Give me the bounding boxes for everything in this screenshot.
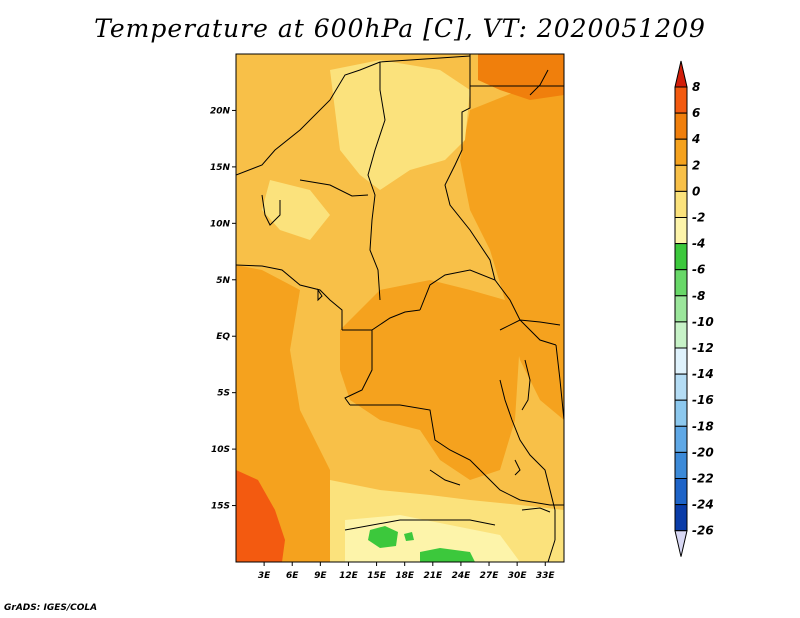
x-axis: 3E 6E 9E 12E 15E 18E 21E 24E 27E 30E 33E [258,562,556,581]
colorbar-bottom-arrow [674,530,688,557]
colorbar-label: 6 [692,106,700,120]
temperature-field [236,54,564,562]
y-tick-label: EQ [216,332,230,342]
colorbar-segment [674,399,688,427]
field-south-paler [345,515,520,562]
colorbar-label: -8 [692,289,705,303]
colorbar-label: 2 [692,158,700,172]
x-tick-label: 33E [536,571,556,581]
colorbar-label: -18 [692,419,714,433]
colorbar-segment [674,295,688,323]
field-southwest-hot [236,470,285,562]
colorbar-label: -16 [692,393,714,407]
x-tick-label: 21E [423,571,443,581]
colorbar-segment [674,269,688,297]
colorbar-label: -10 [692,315,714,329]
colorbar-label: 4 [691,132,700,146]
field-central-warm [340,280,520,480]
x-tick-label: 18E [395,571,415,581]
field-green-2 [420,548,475,562]
y-axis: 20N 15N 10N 5N EQ 5S 10S 15S [210,106,236,512]
colorbar-label: -24 [692,498,714,512]
colorbar-label: -20 [692,445,714,459]
colorbar-label: 8 [692,80,700,94]
grads-credit: GrADS: IGES/COLA [4,603,98,613]
x-tick-label: 27E [480,571,500,581]
y-tick-label: 5S [217,389,230,399]
field-north-pale [330,60,470,190]
colorbar-segment [674,190,688,218]
colorbar-label: 0 [692,184,700,198]
colorbar-segment [674,86,688,114]
colorbar-label: -6 [692,263,705,277]
plot-frame [235,53,565,563]
colorbar-segment [674,164,688,192]
field-east-warm [460,80,564,420]
colorbar-label: -2 [692,211,705,225]
y-tick-label: 15N [210,163,231,173]
x-tick-label: 30E [508,571,528,581]
colorbar-segment [674,347,688,375]
field-green-1 [368,526,398,548]
colorbar-segment [674,321,688,349]
colorbar-label: -22 [692,472,714,486]
y-tick-label: 10N [210,219,231,229]
map-title: Temperature at 600hPa [C], VT: 202005120… [94,14,706,43]
x-tick-label: 3E [258,571,271,581]
colorbar: 8 6 4 2 0 -2 -4 -6 -8 -10 -12 -14 -16 -18 -20 -22 -24 -26 [674,60,714,557]
country-borders [236,54,564,562]
colorbar-segment [674,504,688,532]
x-tick-label: 12E [339,571,359,581]
colorbar-top-arrow [674,60,688,88]
colorbar-segment [674,478,688,506]
x-tick-label: 15E [367,571,387,581]
y-tick-label: 15S [211,502,230,512]
x-tick-label: 24E [452,571,472,581]
colorbar-segment [674,217,688,245]
colorbar-segment [674,373,688,401]
colorbar-segment [674,243,688,271]
colorbar-segment [674,138,688,166]
field-green-3 [404,532,414,541]
y-tick-label: 5N [216,276,230,286]
colorbar-label: -26 [692,524,714,538]
colorbar-label: -12 [692,341,714,355]
x-tick-label: 9E [314,571,327,581]
colorbar-label: -4 [692,237,705,251]
x-tick-label: 6E [286,571,299,581]
field-west-central-pale [262,180,330,240]
colorbar-segment [674,425,688,453]
field-northeast-hot [478,54,564,100]
colorbar-label: -14 [692,367,714,381]
y-tick-label: 10S [211,445,230,455]
colorbar-segment [674,112,688,140]
lakes [317,69,551,513]
y-tick-label: 20N [210,106,231,116]
colorbar-segment [674,451,688,479]
